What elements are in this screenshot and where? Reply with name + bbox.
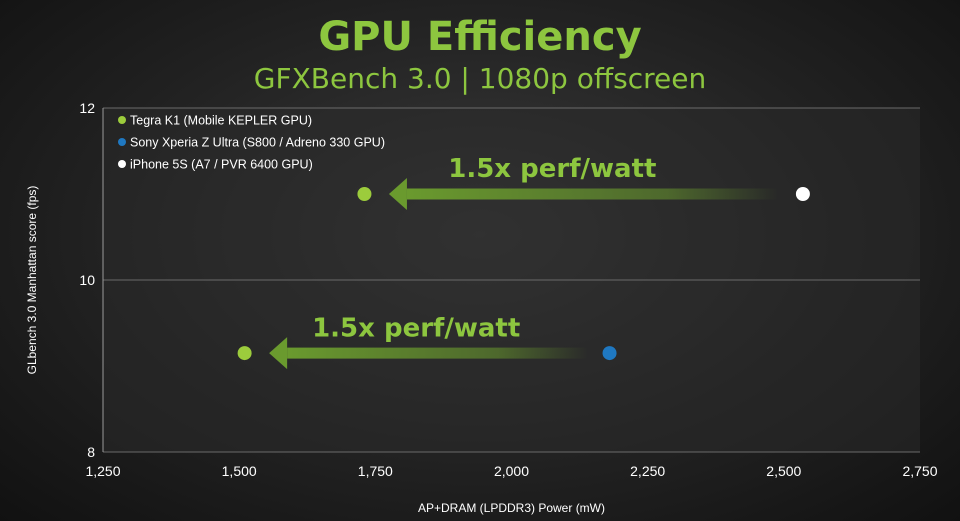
arrow-shaft bbox=[406, 188, 779, 200]
x-axis-label: AP+DRAM (LPDDR3) Power (mW) bbox=[418, 501, 605, 515]
legend-entry: iPhone 5S (A7 / PVR 6400 GPU) bbox=[130, 158, 313, 172]
x-tick-label: 1,500 bbox=[222, 463, 257, 479]
x-tick-label: 2,000 bbox=[494, 463, 529, 479]
x-tick-label: 1,250 bbox=[85, 463, 120, 479]
x-tick-label: 2,750 bbox=[902, 463, 937, 479]
data-point bbox=[237, 346, 252, 361]
chart-subtitle: GFXBench 3.0 | 1080p offscreen bbox=[253, 62, 707, 95]
legend-marker bbox=[118, 116, 126, 124]
x-tick-label: 1,750 bbox=[358, 463, 393, 479]
legend-entry: Sony Xperia Z Ultra (S800 / Adreno 330 G… bbox=[130, 136, 385, 150]
x-tick-label: 2,500 bbox=[766, 463, 801, 479]
legend-marker bbox=[118, 160, 126, 168]
arrow-shaft bbox=[287, 347, 588, 359]
y-tick-label: 8 bbox=[87, 444, 95, 460]
y-tick-label: 10 bbox=[79, 272, 95, 288]
x-tick-label: 2,250 bbox=[630, 463, 665, 479]
data-point bbox=[795, 187, 810, 201]
arrow-head bbox=[269, 337, 288, 370]
perf-watt-annotation: 1.5x perf/watt bbox=[448, 154, 656, 184]
chart-title: GPU Efficiency bbox=[318, 14, 642, 60]
y-axis-label: GLbench 3.0 Manhattan score (fps) bbox=[25, 186, 39, 375]
data-point bbox=[357, 187, 372, 201]
arrow-head bbox=[388, 178, 407, 210]
legend-marker bbox=[118, 138, 126, 146]
y-tick-label: 12 bbox=[79, 100, 95, 116]
legend-entry: Tegra K1 (Mobile KEPLER GPU) bbox=[130, 114, 312, 128]
perf-watt-annotation: 1.5x perf/watt bbox=[312, 313, 520, 343]
data-point bbox=[602, 346, 617, 361]
